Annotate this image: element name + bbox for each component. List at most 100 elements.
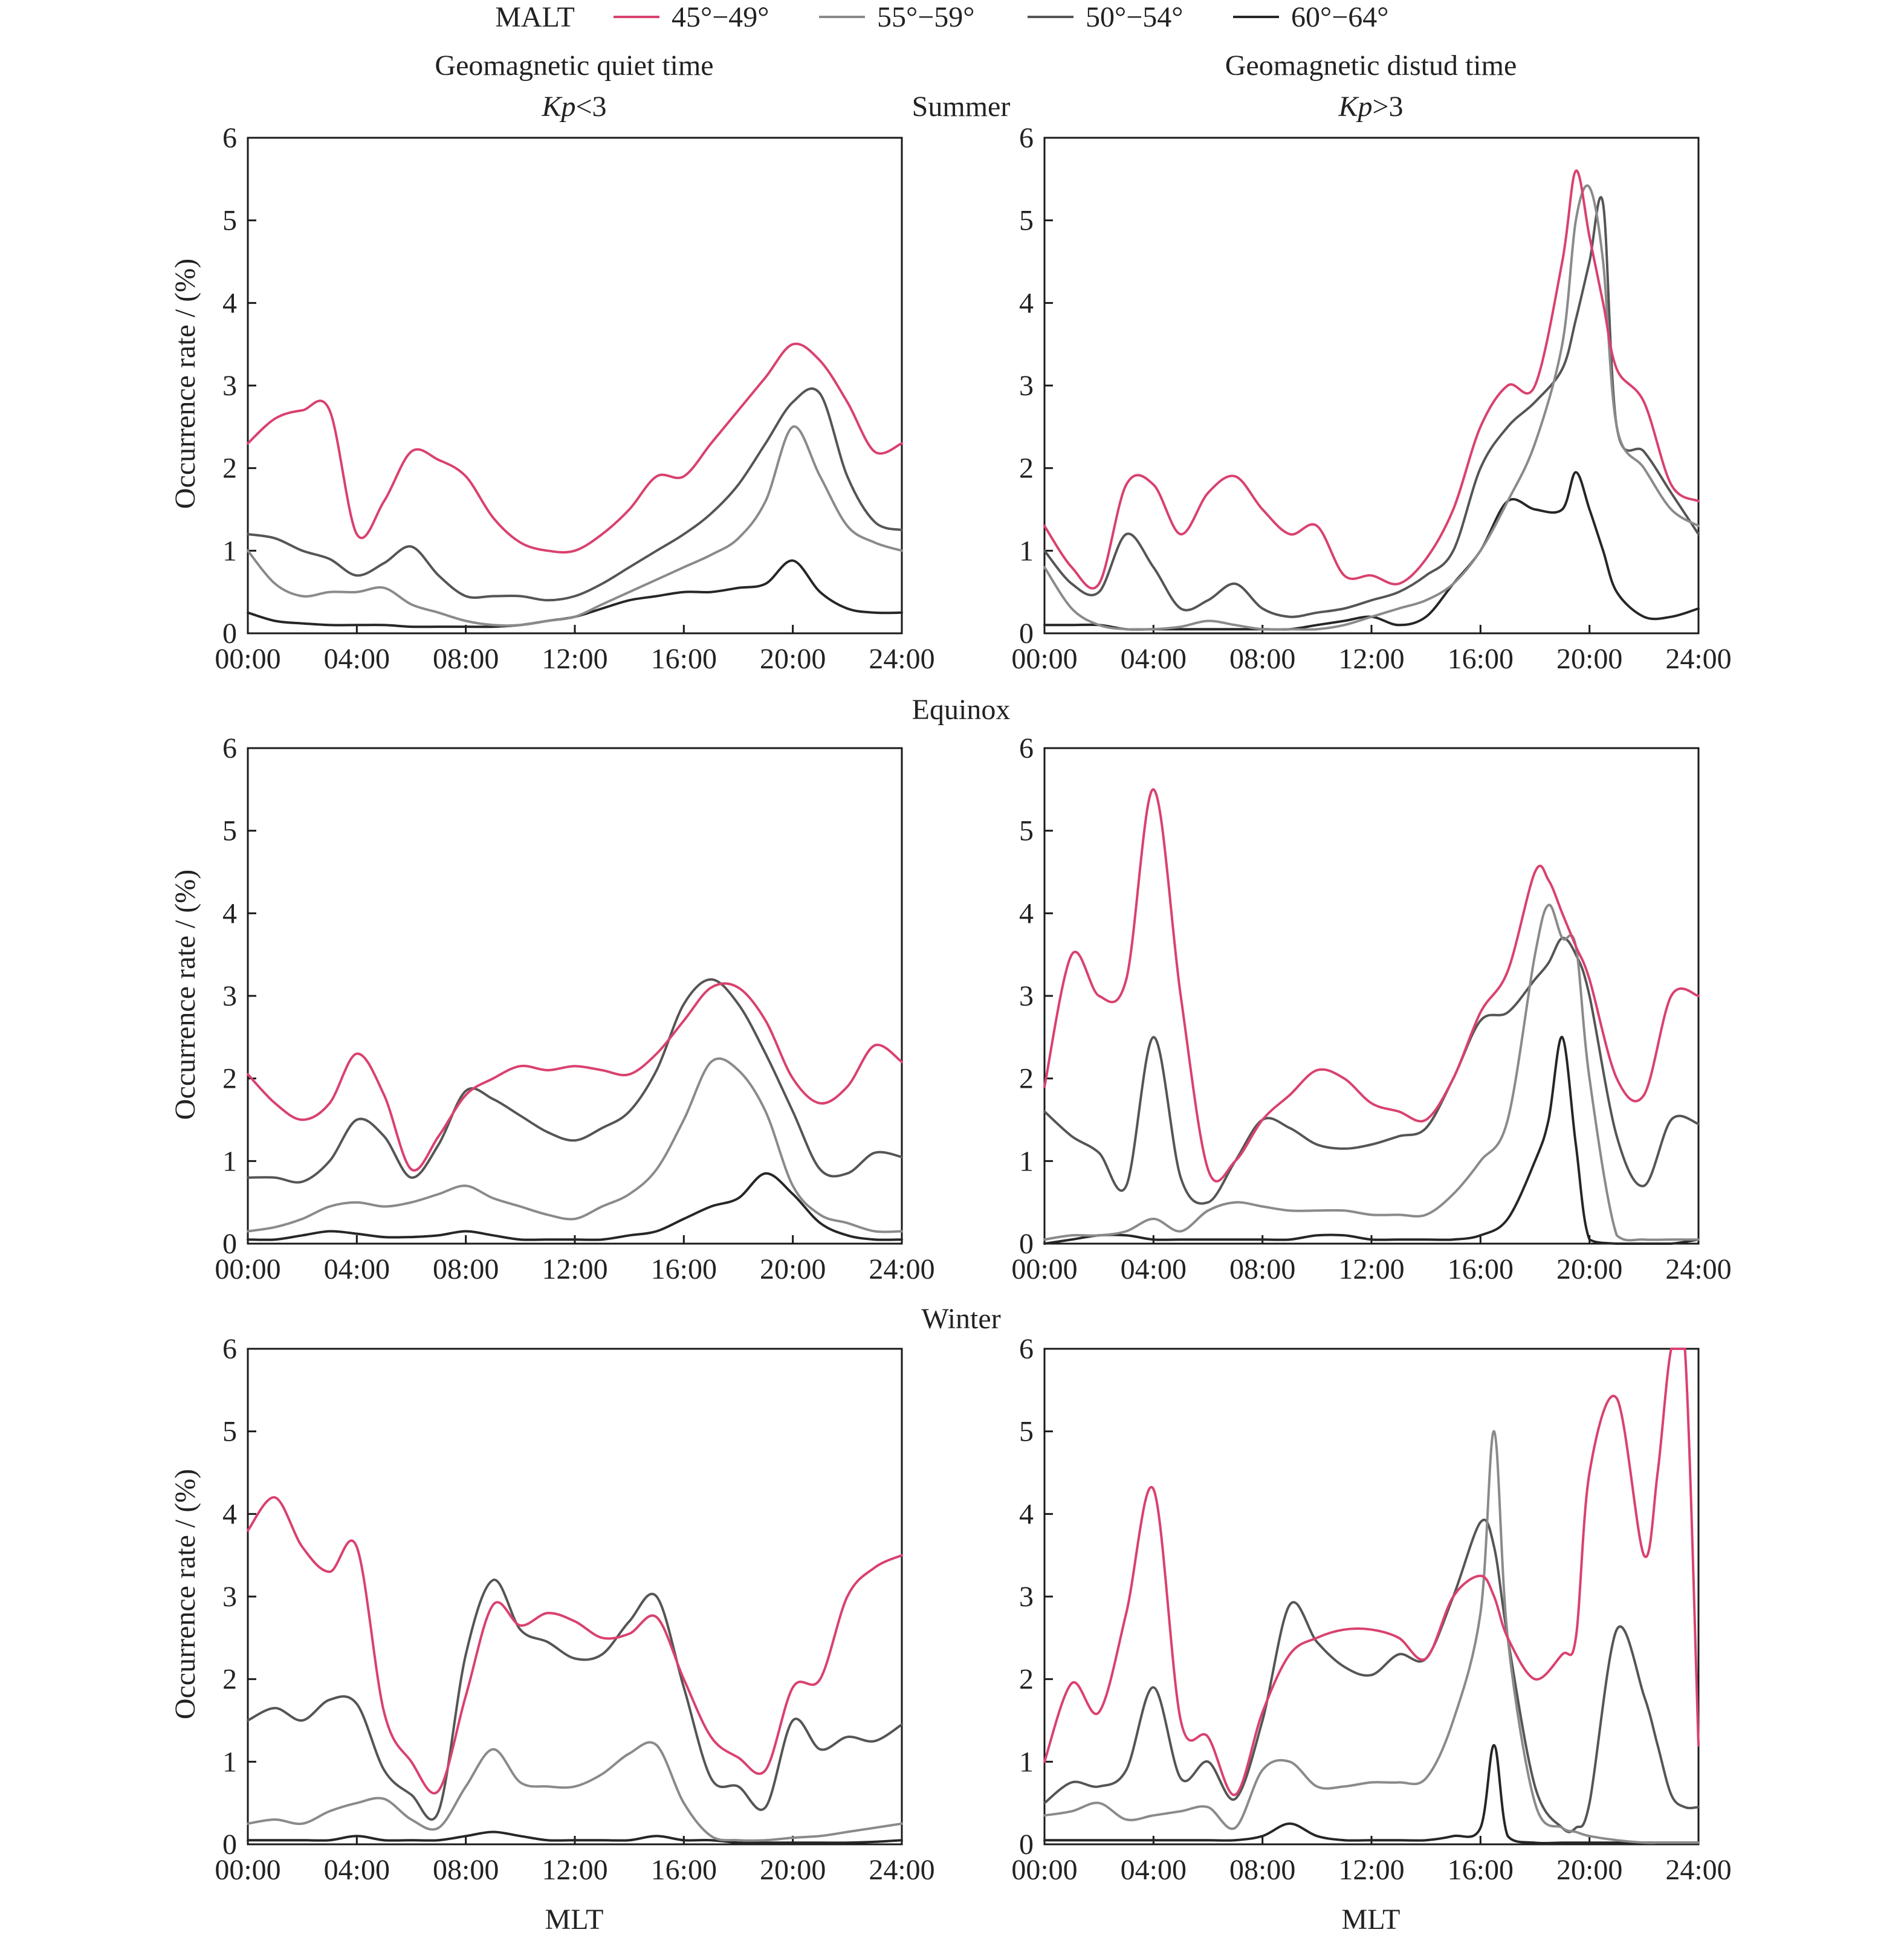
panel-summer-disturbed: 0 1 2 3 4 5 6 00:00 04:00 08:00 12:00 16:00 20:00 24:…: [1011, 122, 1731, 675]
y-tick-label: 2: [222, 1063, 237, 1095]
series-line-45-49: [247, 982, 903, 1172]
y-axis-label-equinox: Occurrence rate / (%): [169, 870, 201, 1120]
y-tick-label: 0: [1019, 1228, 1034, 1260]
legend-label: 55°−59°: [877, 1, 974, 33]
x-tick-label: 24:00: [869, 1253, 934, 1285]
y-tick-label: 2: [222, 1664, 237, 1696]
panel-equinox-quiet: 0 1 2 3 4 5 6 00:00 04:00 08:00 12:00 16:00 20:00 24:…: [215, 732, 934, 1285]
panel-summer-quiet: 0 1 2 3 4 5 6 00:00 04:00 08:00 12:00 16:00 20:00 24:…: [215, 122, 934, 675]
x-tick-label: 04:00: [324, 643, 390, 675]
x-tick-label: 16:00: [651, 643, 717, 675]
x-tick-label: 08:00: [1229, 643, 1295, 675]
x-tick-label: 20:00: [1556, 643, 1622, 675]
x-tick-label: 20:00: [1556, 1253, 1622, 1285]
column-header-right: Geomagnetic distud time Kp>3: [1225, 50, 1517, 123]
series-line-55-59: [1043, 184, 1700, 631]
legend-item: 45°−49°: [614, 1, 769, 33]
y-tick-label: 6: [222, 732, 237, 764]
y-tick-label: 6: [1019, 122, 1034, 154]
series-line-60-64: [247, 1172, 903, 1241]
series-line-50-54: [1043, 937, 1700, 1205]
series-line-55-59: [1043, 903, 1700, 1242]
column-condition-quiet: Kp<3: [541, 91, 606, 123]
x-tick-label: 08:00: [433, 643, 499, 675]
x-tick-label: 12:00: [1338, 643, 1404, 675]
y-tick-label: 0: [222, 1829, 237, 1861]
series-line-55-59: [1043, 1430, 1700, 1844]
x-tick-label: 24:00: [1665, 1253, 1731, 1285]
y-tick-label: 6: [222, 1333, 237, 1365]
legend-item: 50°−54°: [1028, 1, 1183, 33]
x-tick-label: 04:00: [1121, 643, 1187, 675]
series-line-55-59: [247, 1057, 903, 1233]
y-tick-label: 3: [1019, 1581, 1034, 1613]
x-tick-label: 08:00: [433, 1253, 499, 1285]
column-condition-disturbed: Kp>3: [1338, 91, 1403, 123]
x-tick-label: 12:00: [1338, 1854, 1404, 1886]
series-line-60-64: [1043, 1743, 1700, 1845]
y-tick-label: 5: [222, 1416, 237, 1448]
x-tick-label: 24:00: [1665, 1854, 1731, 1886]
y-tick-label: 4: [222, 1498, 237, 1530]
series-line-55-59: [247, 1741, 903, 1842]
x-tick-label: 08:00: [433, 1854, 499, 1886]
x-tick-label: 16:00: [651, 1253, 717, 1285]
y-tick-label: 5: [1019, 205, 1034, 237]
x-tick-label: 12:00: [542, 1253, 607, 1285]
series-line-50-54: [247, 1578, 903, 1821]
y-tick-label: 5: [1019, 1416, 1034, 1448]
y-tick-label: 0: [1019, 1829, 1034, 1861]
series-line-50-54: [247, 978, 903, 1184]
panels: 0 1 2 3 4 5 6 00:00 04:00 08:00 12:00 16:00 20:00 24:…: [215, 122, 1731, 1886]
x-tick-label: 00:00: [215, 1854, 280, 1886]
y-tick-label: 4: [1019, 897, 1034, 929]
y-tick-label: 2: [1019, 453, 1034, 485]
plot-frame: [1043, 137, 1700, 635]
x-tick-label: 00:00: [1011, 1253, 1077, 1285]
legend-label: 50°−54°: [1086, 1, 1183, 33]
series-line-55-59: [247, 425, 903, 627]
x-tick-label: 16:00: [1448, 1854, 1514, 1886]
series-line-45-49: [1043, 788, 1700, 1183]
y-axis-label-summer: Occurrence rate / (%): [169, 259, 201, 509]
y-tick-label: 1: [1019, 1746, 1034, 1778]
y-tick-label: 6: [222, 122, 237, 154]
y-tick-label: 6: [1019, 732, 1034, 764]
y-tick-label: 4: [1019, 287, 1034, 319]
x-tick-label: 16:00: [651, 1854, 717, 1886]
legend-item: 60°−64°: [1233, 1, 1388, 33]
x-tick-label: 04:00: [1121, 1253, 1187, 1285]
y-tick-label: 3: [1019, 370, 1034, 402]
y-tick-label: 1: [1019, 535, 1034, 567]
x-tick-label: 04:00: [324, 1854, 390, 1886]
plot-frame: [247, 747, 903, 1245]
x-tick-label: 20:00: [760, 643, 826, 675]
y-tick-label: 2: [1019, 1063, 1034, 1095]
x-tick-label: 12:00: [1338, 1253, 1404, 1285]
x-tick-label: 20:00: [1556, 1854, 1622, 1886]
y-tick-label: 1: [222, 1746, 237, 1778]
y-tick-label: 0: [222, 618, 237, 650]
x-tick-label: 04:00: [324, 1253, 390, 1285]
x-tick-label: 24:00: [869, 643, 934, 675]
x-tick-label: 00:00: [215, 1253, 280, 1285]
panel-winter-quiet: 0 1 2 3 4 5 6 00:00 04:00 08:00 12:00 16:00 20:00 24:…: [215, 1333, 934, 1886]
y-tick-label: 5: [222, 205, 237, 237]
series-line-50-54: [1043, 196, 1700, 618]
legend-title: MALT: [495, 1, 575, 33]
x-tick-label: 12:00: [542, 643, 607, 675]
series-line-50-54: [1043, 1518, 1700, 1833]
y-tick-label: 6: [1019, 1333, 1034, 1365]
row-label-summer: Summer: [912, 91, 1011, 123]
y-tick-label: 3: [222, 1581, 237, 1613]
row-label-equinox: Equinox: [912, 694, 1011, 726]
y-axis-label-winter: Occurrence rate / (%): [169, 1469, 201, 1719]
x-tick-label: 00:00: [215, 643, 280, 675]
x-tick-label: 24:00: [1665, 643, 1731, 675]
x-tick-label: 04:00: [1121, 1854, 1187, 1886]
x-tick-label: 08:00: [1229, 1253, 1295, 1285]
y-tick-label: 5: [1019, 815, 1034, 847]
y-tick-label: 3: [222, 370, 237, 402]
y-tick-label: 4: [222, 897, 237, 929]
